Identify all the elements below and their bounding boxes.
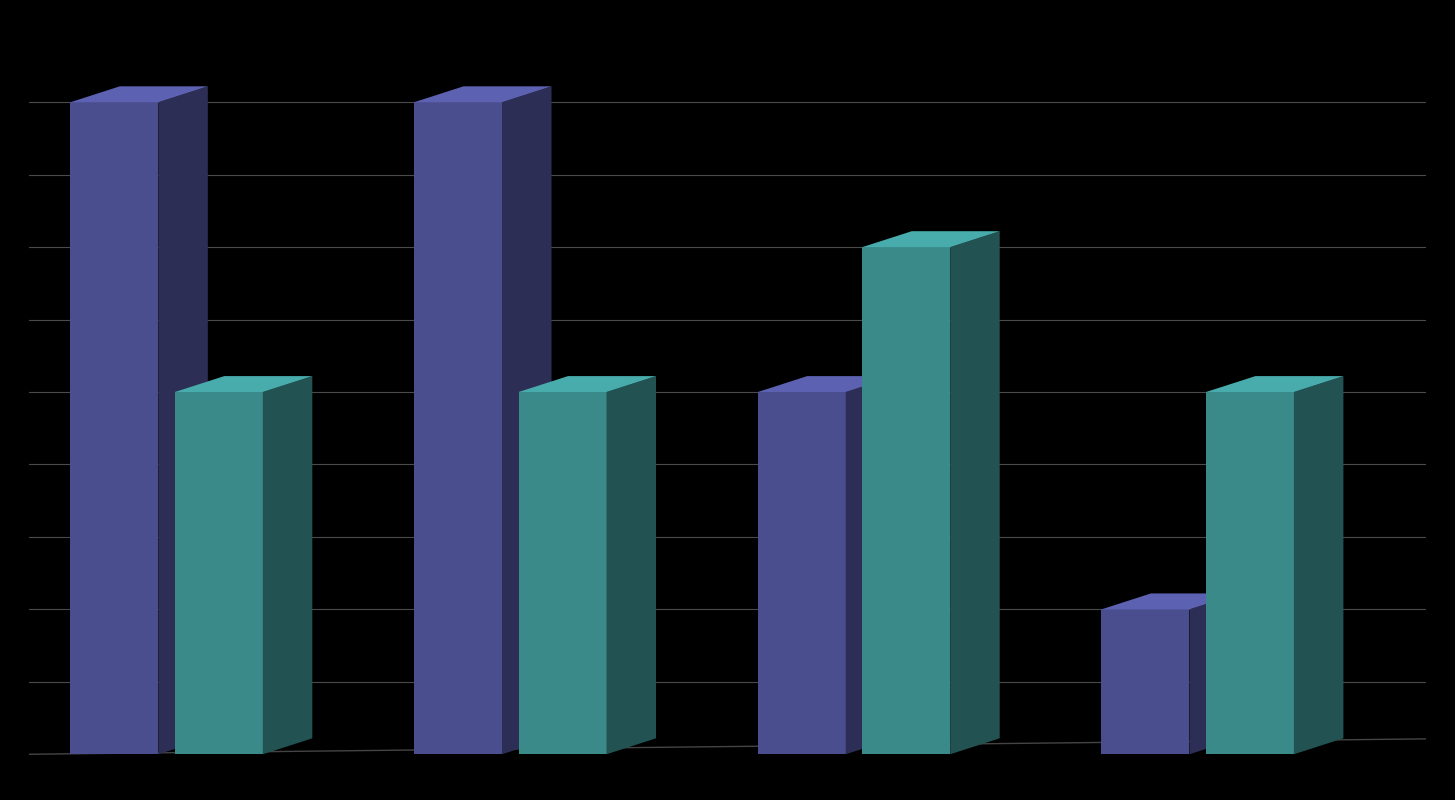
Polygon shape bbox=[502, 86, 551, 754]
Polygon shape bbox=[845, 376, 895, 754]
Polygon shape bbox=[175, 376, 313, 392]
Polygon shape bbox=[1189, 594, 1238, 754]
Polygon shape bbox=[758, 392, 845, 754]
Polygon shape bbox=[518, 392, 607, 754]
Polygon shape bbox=[70, 86, 208, 102]
Polygon shape bbox=[1101, 610, 1189, 754]
Polygon shape bbox=[863, 231, 1000, 247]
Polygon shape bbox=[175, 392, 263, 754]
Polygon shape bbox=[950, 231, 1000, 754]
Polygon shape bbox=[70, 102, 159, 754]
Polygon shape bbox=[159, 86, 208, 754]
Polygon shape bbox=[1206, 376, 1343, 392]
Polygon shape bbox=[1206, 392, 1293, 754]
Polygon shape bbox=[263, 376, 313, 754]
Polygon shape bbox=[607, 376, 656, 754]
Polygon shape bbox=[1101, 594, 1238, 610]
Polygon shape bbox=[415, 102, 502, 754]
Polygon shape bbox=[415, 86, 551, 102]
Polygon shape bbox=[1293, 376, 1343, 754]
Polygon shape bbox=[518, 376, 656, 392]
Polygon shape bbox=[863, 247, 950, 754]
Polygon shape bbox=[758, 376, 895, 392]
